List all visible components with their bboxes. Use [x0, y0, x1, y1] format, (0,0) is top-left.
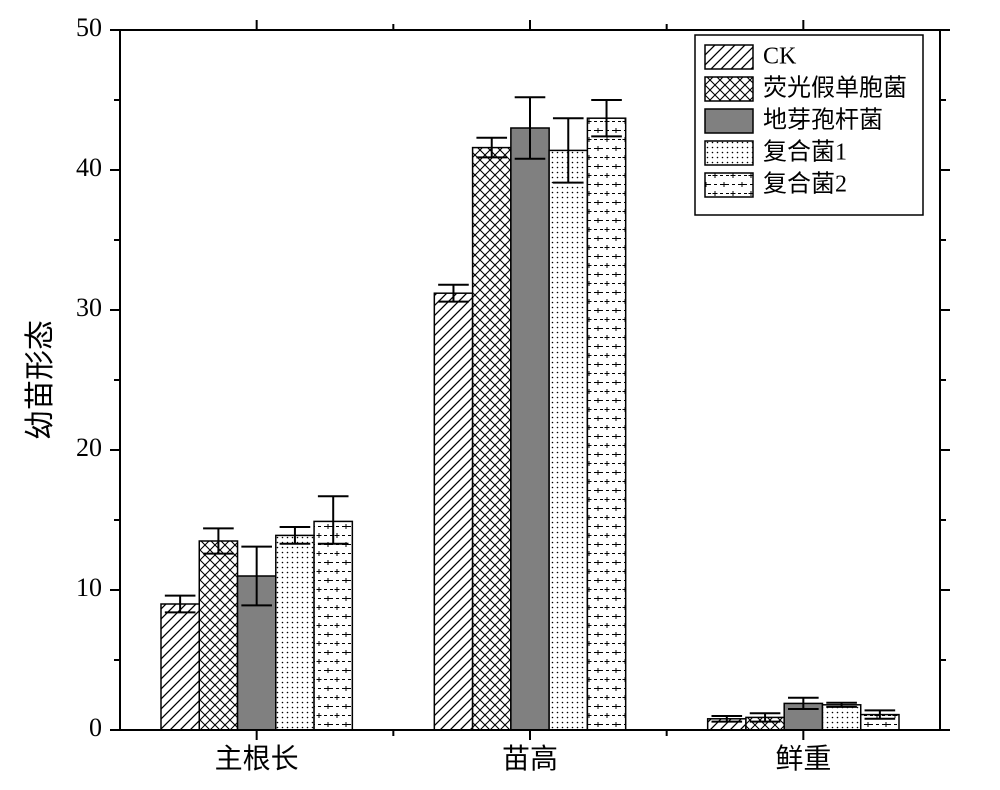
ytick-label: 10: [76, 573, 102, 602]
legend-swatch-mix1: [705, 141, 753, 165]
ytick-label: 0: [89, 713, 102, 742]
ytick-label: 30: [76, 293, 102, 322]
xtick-label: 主根长: [215, 743, 299, 775]
legend: CK 荧光假单胞菌地芽孢杆菌复合菌1 复合菌2: [695, 35, 923, 215]
legend-swatch-fluoresc: [705, 77, 753, 101]
legend-label-geobac: 地芽孢杆菌: [763, 107, 883, 134]
bar-CK-1: [434, 293, 472, 730]
legend-swatch-mix2: [705, 173, 753, 197]
bar-mix1-2: [822, 705, 860, 730]
ytick-label: 20: [76, 433, 102, 462]
seedling-morphology-chart: 0 10 20 30 40 50 主根长 苗高 鲜重 幼苗形态 CK 荧光假单胞菌地芽孢杆菌复合菌1 复…: [0, 0, 1000, 790]
bar-mix2-1: [587, 118, 625, 730]
legend-label-CK: CK: [763, 44, 797, 70]
y-axis-label: 幼苗形态: [24, 320, 57, 440]
xtick-label: 鲜重: [775, 743, 831, 775]
xtick-label: 苗高: [502, 743, 558, 775]
legend-label-mix2: 复合菌2: [763, 171, 847, 198]
chart-svg: 0 10 20 30 40 50 主根长 苗高 鲜重 幼苗形态 CK 荧光假单胞菌地芽孢杆菌复合菌1 复…: [0, 0, 1000, 790]
bar-fluoresc-1: [473, 148, 511, 730]
bar-CK-0: [161, 604, 199, 730]
legend-swatch-CK: [705, 45, 753, 69]
bar-mix1-0: [276, 535, 314, 730]
legend-swatch-geobac: [705, 109, 753, 133]
bar-fluoresc-0: [199, 541, 237, 730]
bar-mix1-1: [549, 150, 587, 730]
ytick-label: 40: [76, 153, 102, 182]
legend-label-mix1: 复合菌1: [763, 139, 847, 166]
legend-label-fluoresc: 荧光假单胞菌: [763, 75, 907, 102]
bar-mix2-0: [314, 521, 352, 730]
ytick-label: 50: [76, 13, 102, 42]
bar-geobac-1: [511, 128, 549, 730]
